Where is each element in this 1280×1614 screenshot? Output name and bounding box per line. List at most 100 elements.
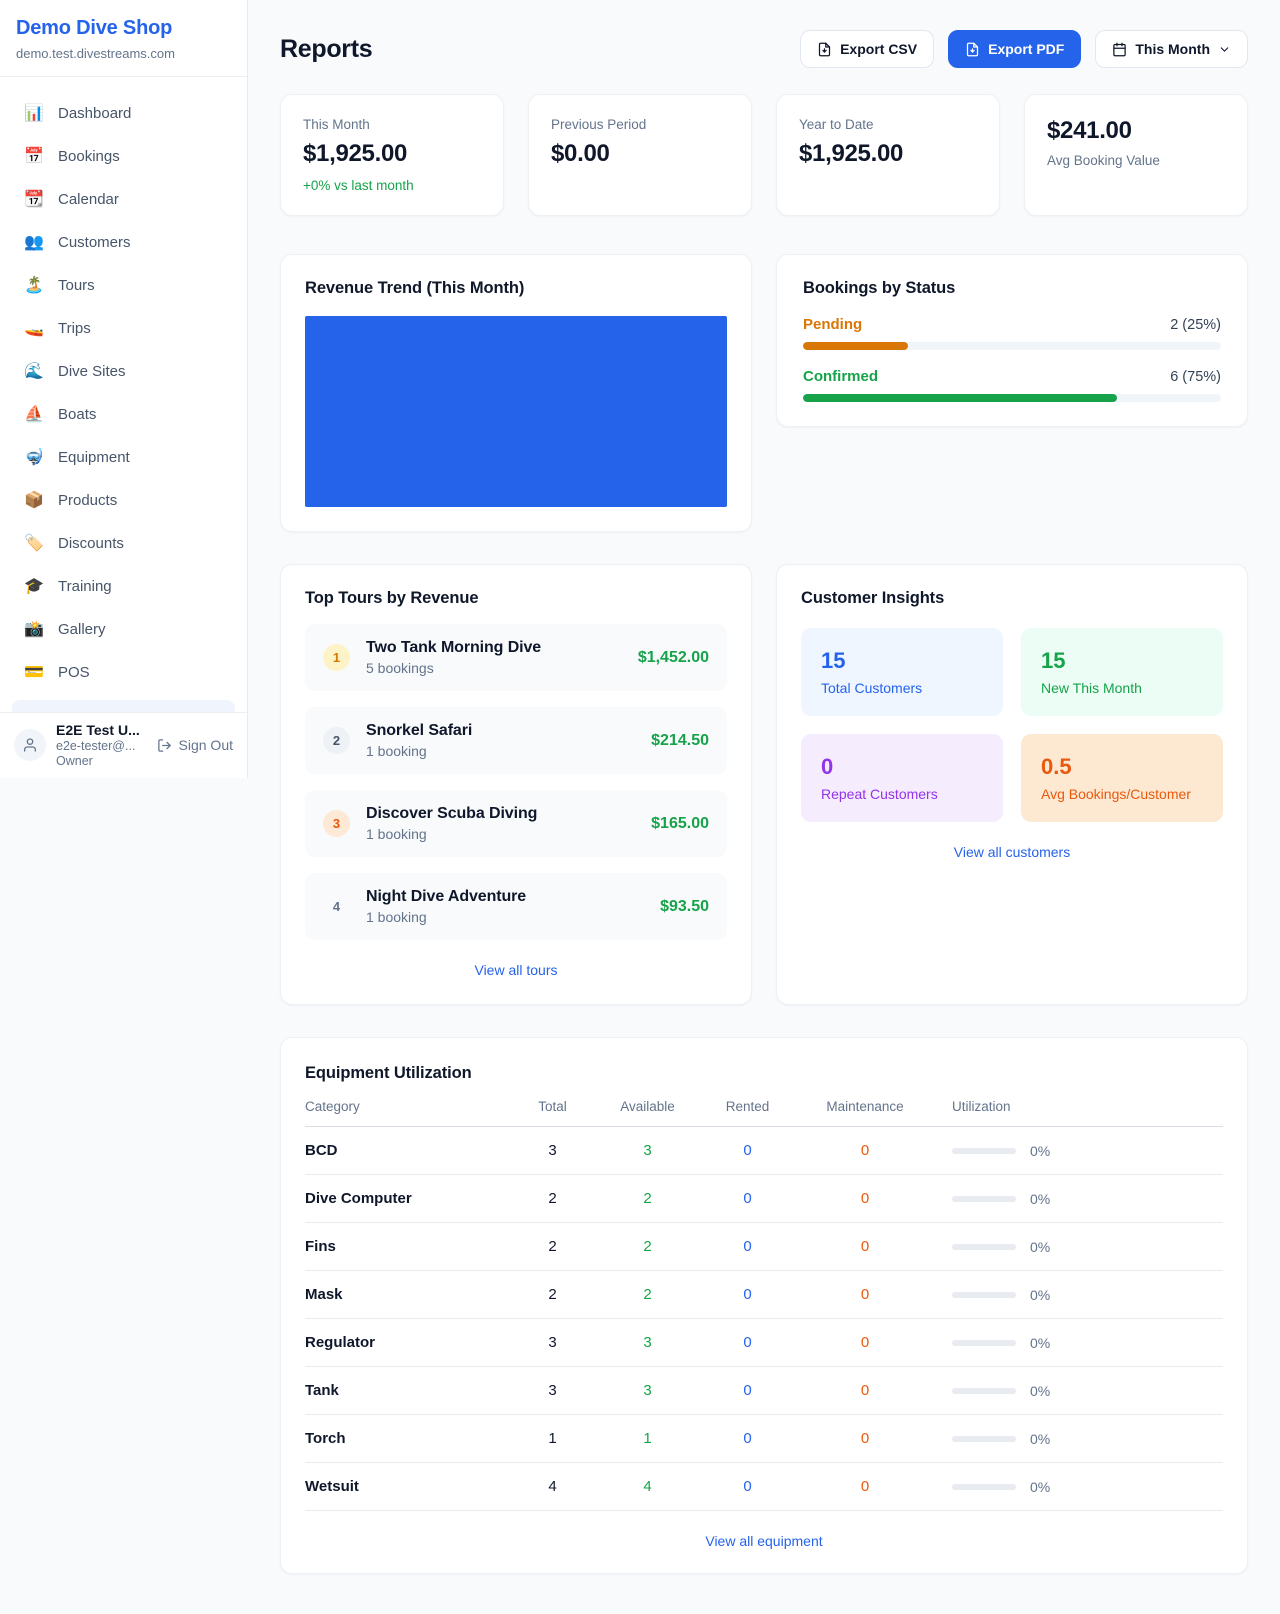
user-name: E2E Test U... [56, 722, 140, 738]
cell-rented: 0 [743, 1190, 752, 1207]
calendar-icon [1113, 42, 1127, 56]
cell-utilization: 0% [930, 1224, 1223, 1270]
cell-category: Fins [305, 1238, 336, 1255]
table-row-regulator: Regulator 3 3 0 0 0% [305, 1319, 1223, 1367]
utilization-percent: 0% [1030, 1238, 1051, 1255]
customer-insights-card: Customer Insights 15 Total Customers 15 … [776, 564, 1248, 1005]
stat-value: $241.00 [1047, 117, 1132, 144]
view-all-customers-link[interactable]: View all customers [953, 844, 1071, 860]
sidebar-item-calendar[interactable]: 📆 Calendar [12, 181, 235, 217]
cell-rented: 0 [743, 1334, 752, 1351]
sidebar-item-dive-sites[interactable]: 🌊 Dive Sites [12, 353, 235, 389]
export-csv-button[interactable]: Export CSV [800, 30, 935, 68]
cell-utilization: 0% [930, 1176, 1223, 1222]
cell-available: 3 [643, 1334, 652, 1351]
sidebar-item-products[interactable]: 📦 Products [12, 482, 235, 518]
cell-maintenance: 0 [860, 1142, 870, 1159]
sign-out-button[interactable]: Sign Out [157, 737, 233, 753]
view-all-equipment-link[interactable]: View all equipment [705, 1533, 823, 1549]
view-all-equipment-wrap: View all equipment [305, 1533, 1223, 1551]
tour-name: Snorkel Safari [366, 722, 473, 739]
top-tours-card: Top Tours by Revenue 1 Two Tank Morning … [280, 564, 752, 1005]
stat-card-this-month: This Month $1,925.00 +0% vs last month [280, 94, 504, 216]
period-label: This Month [1135, 41, 1210, 57]
export-pdf-button[interactable]: Export PDF [948, 30, 1082, 68]
island-icon: 🏝️ [24, 277, 44, 294]
utilization-percent: 0% [1030, 1334, 1051, 1351]
cell-maintenance: 0 [860, 1238, 870, 1255]
sidebar-item-dashboard[interactable]: 📊 Dashboard [12, 95, 235, 131]
cell-maintenance: 0 [860, 1382, 870, 1399]
sidebar: Demo Dive Shop demo.test.divestreams.com… [0, 0, 248, 778]
cell-rented: 0 [743, 1142, 752, 1159]
sidebar-header: Demo Dive Shop demo.test.divestreams.com [0, 0, 247, 77]
sidebar-item-gallery[interactable]: 📸 Gallery [12, 611, 235, 647]
cell-available: 1 [643, 1430, 652, 1447]
shop-domain: demo.test.divestreams.com [16, 46, 175, 61]
equipment-utilization-card: Equipment Utilization Category Total Ava… [280, 1037, 1248, 1574]
view-all-customers-wrap: View all customers [801, 844, 1223, 862]
revenue-trend-chart [305, 316, 727, 507]
cell-total: 2 [548, 1190, 557, 1207]
view-all-tours-link[interactable]: View all tours [474, 962, 558, 978]
cell-utilization: 0% [930, 1368, 1223, 1414]
status-row-confirmed: Confirmed 6 (75%) [803, 368, 1221, 402]
sidebar-item-label: Tours [58, 276, 95, 294]
table-row-wetsuit: Wetsuit 4 4 0 0 0% [305, 1463, 1223, 1511]
revenue-trend-card: Revenue Trend (This Month) [280, 254, 752, 532]
sidebar-item-label: Customers [58, 233, 131, 251]
stat-label: Avg Booking Value [1047, 153, 1160, 168]
cell-maintenance: 0 [860, 1430, 870, 1447]
sidebar-item-label: Trips [58, 319, 91, 337]
table-row-torch: Torch 1 1 0 0 0% [305, 1415, 1223, 1463]
utilization-bar [952, 1291, 1016, 1298]
sidebar-item-equipment[interactable]: 🤿 Equipment [12, 439, 235, 475]
sidebar-item-tours[interactable]: 🏝️ Tours [12, 267, 235, 303]
utilization-percent: 0% [1030, 1190, 1051, 1207]
bookings-status-card: Bookings by Status Pending 2 (25%) Confi… [776, 254, 1248, 427]
utilization-bar [952, 1435, 1016, 1442]
tile-avg-bookings: 0.5 Avg Bookings/Customer [1021, 734, 1223, 822]
cell-available: 2 [643, 1238, 652, 1255]
tile-value: 15 [1041, 648, 1066, 673]
sidebar-item-pos[interactable]: 💳 POS [12, 654, 235, 690]
sidebar-item-boats[interactable]: ⛵ Boats [12, 396, 235, 432]
stat-delta: +0% vs last month [303, 178, 414, 193]
tour-name: Discover Scuba Diving [366, 805, 538, 822]
sidebar-item-trips[interactable]: 🚤 Trips [12, 310, 235, 346]
sidebar-item-label: Training [58, 577, 112, 595]
export-csv-label: Export CSV [840, 41, 918, 57]
shop-title: Demo Dive Shop [16, 17, 173, 39]
tour-row-2: 2 Snorkel Safari 1 booking $214.50 [305, 707, 727, 774]
sidebar-item-discounts[interactable]: 🏷️ Discounts [12, 525, 235, 561]
cell-utilization: 0% [930, 1128, 1223, 1174]
progress-fill-pending [803, 342, 908, 350]
progress-track [803, 394, 1221, 402]
cell-total: 2 [548, 1238, 557, 1255]
col-header-maintenance: Maintenance [826, 1099, 904, 1114]
cell-category: BCD [305, 1142, 338, 1159]
sidebar-item-customers[interactable]: 👥 Customers [12, 224, 235, 260]
diving-mask-icon: 🤿 [24, 449, 44, 466]
sign-out-label: Sign Out [178, 737, 233, 753]
table-row-tank: Tank 3 3 0 0 0% [305, 1367, 1223, 1415]
cell-rented: 0 [743, 1382, 752, 1399]
period-dropdown[interactable]: This Month [1095, 30, 1248, 68]
stats-row: This Month $1,925.00 +0% vs last month P… [280, 94, 1248, 216]
sidebar-item-training[interactable]: 🎓 Training [12, 568, 235, 604]
tour-row-1: 1 Two Tank Morning Dive 5 bookings $1,45… [305, 624, 727, 691]
utilization-bar [952, 1387, 1016, 1394]
utilization-bar [952, 1483, 1016, 1490]
tile-value: 0 [821, 754, 834, 779]
tile-repeat-customers: 0 Repeat Customers [801, 734, 1003, 822]
sidebar-item-bookings[interactable]: 📅 Bookings [12, 138, 235, 174]
cell-rented: 0 [743, 1478, 752, 1495]
calendar-icon: 📆 [24, 191, 44, 208]
sidebar-item-label: POS [58, 663, 90, 681]
sidebar-item-partial-active[interactable] [12, 700, 235, 712]
package-icon: 📦 [24, 492, 44, 509]
sidebar-item-label: Dashboard [58, 104, 132, 122]
utilization-percent: 0% [1030, 1142, 1051, 1159]
cell-total: 2 [548, 1286, 557, 1303]
cell-available: 3 [643, 1142, 652, 1159]
